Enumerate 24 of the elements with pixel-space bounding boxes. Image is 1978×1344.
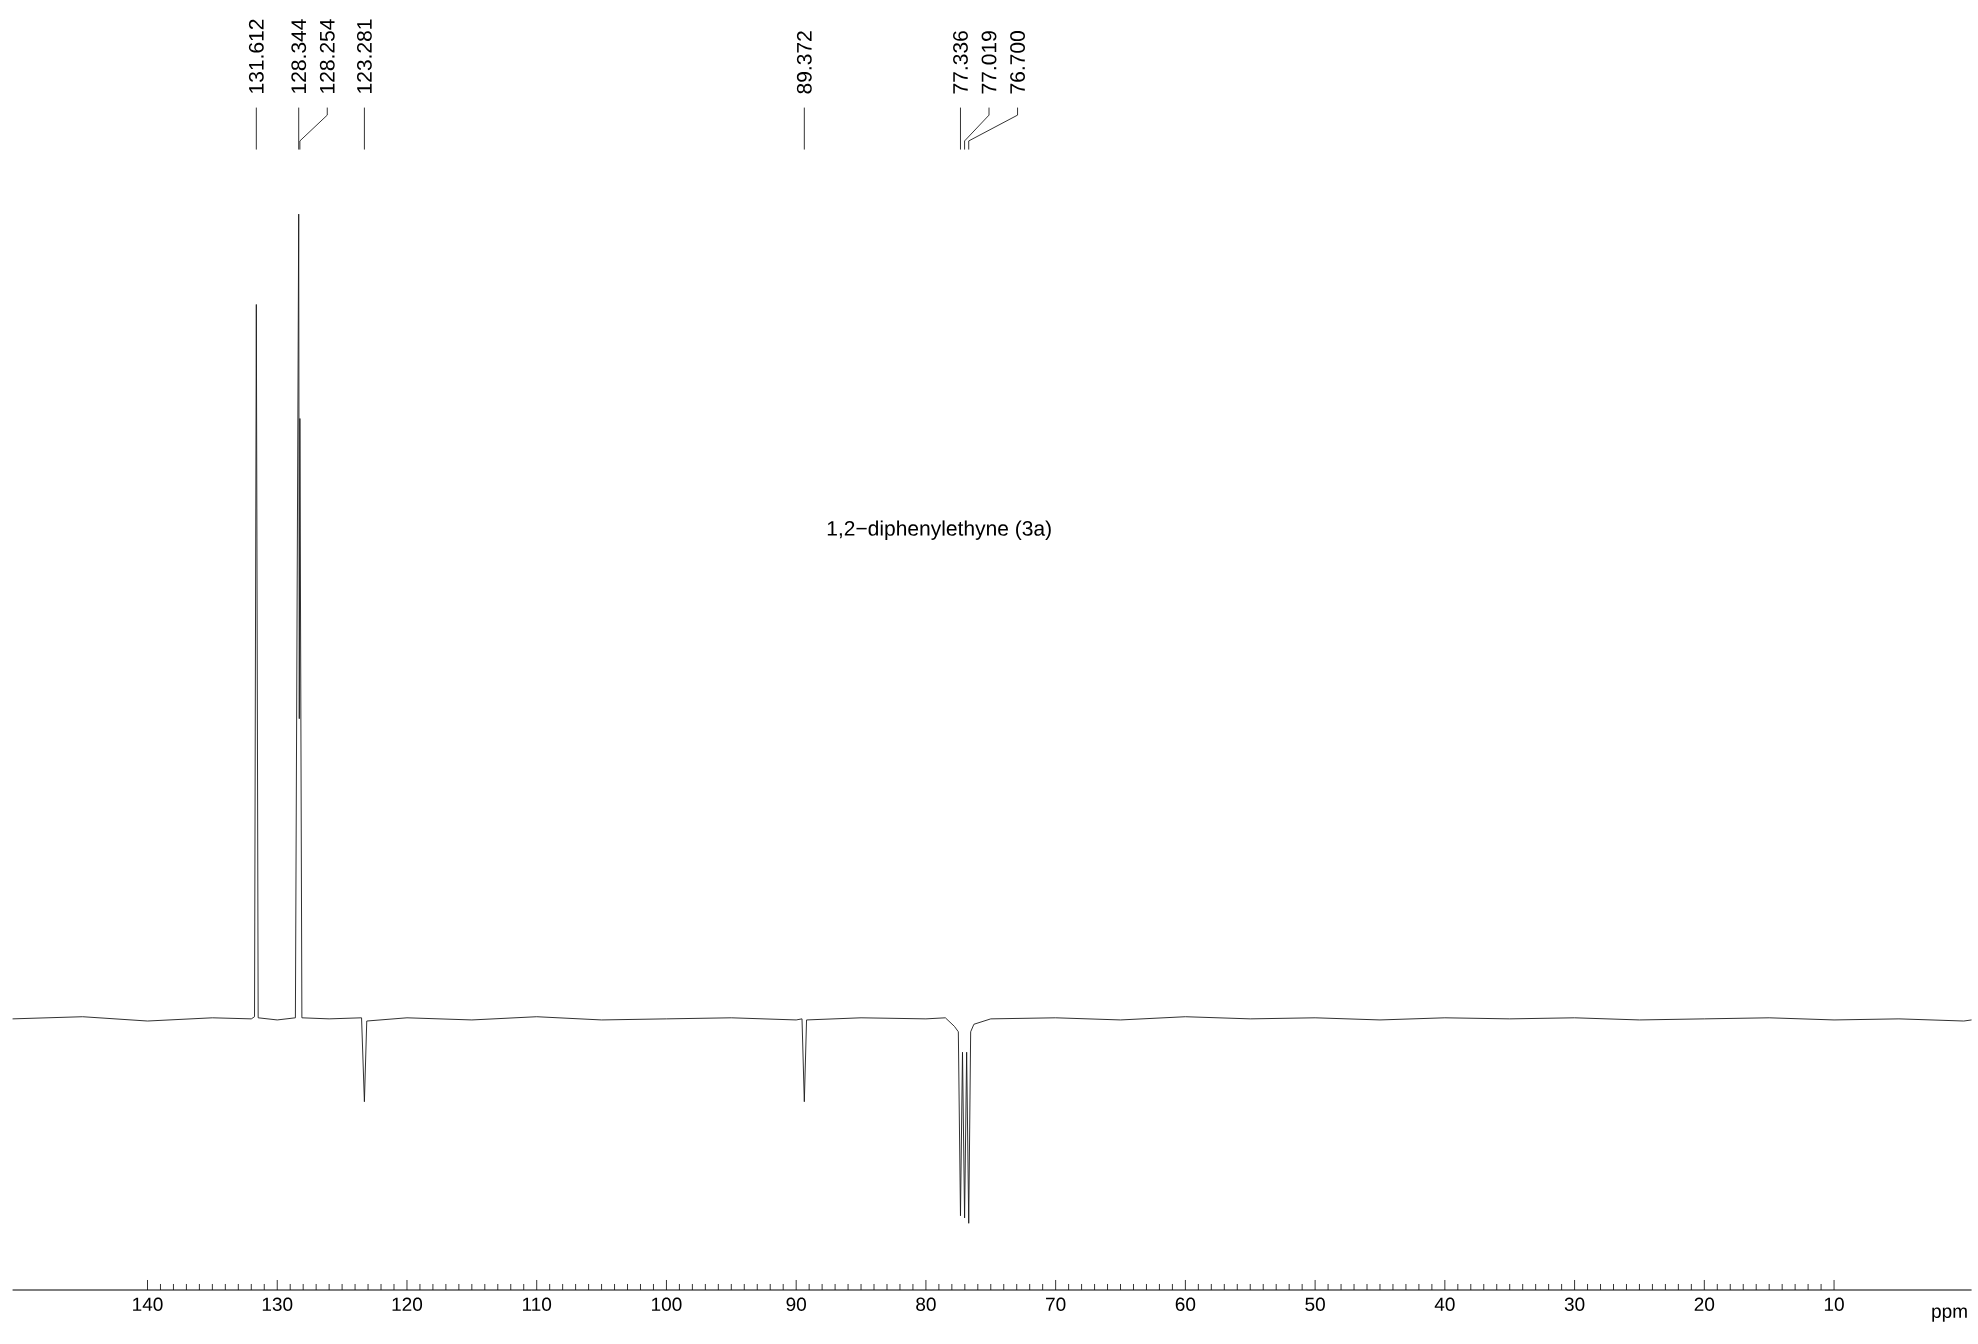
x-tick-label: 30 [1564,1297,1585,1311]
annotation: 123.281 [356,19,372,93]
x-tick-label: 70 [1046,1297,1066,1311]
x-tick-label: 100 [652,1297,682,1311]
x-tick-label: 60 [1175,1297,1196,1311]
annotation: 128.254 [319,19,335,93]
x-tick-label: 120 [392,1297,423,1311]
annotation: 89.372 [796,31,812,94]
x-tick-label: 90 [786,1297,806,1311]
x-tick-label: 130 [262,1297,293,1311]
x-tick-label: 80 [916,1297,936,1311]
annotation: 76.700 [1010,31,1025,94]
x-axis-title: ppm [1932,1307,1967,1322]
x-tick-label: 10 [1824,1297,1844,1311]
x-tick-label: 20 [1694,1297,1715,1311]
x-tick-label: 140 [133,1297,163,1311]
annotation: 128.344 [291,19,307,93]
annotation: 77.336 [953,31,968,94]
x-tick-label: 110 [523,1297,552,1311]
x-tick-label: 50 [1305,1297,1325,1311]
x-tick-label: 40 [1434,1297,1455,1311]
annotation: 77.019 [981,31,997,94]
annotation: 1,2−diphenylethyne (3a) [827,520,1051,540]
annotation: 131.612 [248,19,264,93]
